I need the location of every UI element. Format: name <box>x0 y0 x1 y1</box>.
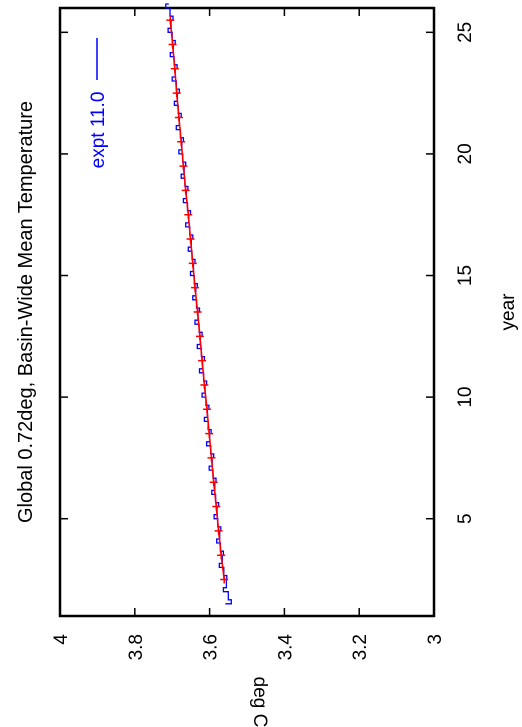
series-point-annual <box>202 405 211 414</box>
x-tick-label: 20 <box>455 143 476 164</box>
x-tick-label: 10 <box>455 387 476 408</box>
y-tick-label: 3 <box>425 634 446 645</box>
x-tick-group: 10 <box>455 387 476 408</box>
ylabel-group: deg C <box>249 677 270 727</box>
series-point-annual <box>191 283 200 292</box>
y-tick-group: 4 <box>51 634 72 645</box>
title-group: Global 0.72deg, Basin-Wide Mean Temperat… <box>15 101 37 523</box>
series-point-annual <box>186 235 195 244</box>
x-tick-label: 25 <box>455 22 476 43</box>
series-layer <box>165 3 232 605</box>
axis-ticks: 5 10 15 20 25 3 3.2 3.4 3.6 3.8 4 <box>51 8 476 660</box>
y-tick-group: 3.4 <box>275 634 296 661</box>
plot-frame <box>58 6 436 618</box>
series-point-annual <box>198 356 207 365</box>
x-tick-group: 20 <box>455 143 476 164</box>
series-point-annual <box>177 137 186 146</box>
series-line-monthly <box>165 3 232 605</box>
x-tick-group: 25 <box>455 22 476 43</box>
series-point-annual <box>205 429 214 438</box>
y-tick-label: 4 <box>51 634 72 645</box>
x-tick-group: 5 <box>455 513 476 524</box>
series-point-annual <box>184 210 193 219</box>
series-line-annual <box>169 20 225 580</box>
series-point-annual <box>179 162 188 171</box>
series-point-annual <box>166 16 175 25</box>
y-tick-label: 3.2 <box>350 634 371 660</box>
x-tick-label: 15 <box>455 265 476 286</box>
series-point-annual <box>209 478 218 487</box>
series-point-annual <box>212 502 221 511</box>
series-point-annual <box>174 113 183 122</box>
y-tick-label: 3.6 <box>201 634 222 660</box>
y-tick-group: 3.2 <box>350 634 371 660</box>
series-point-annual <box>172 89 181 98</box>
x-tick-label: 5 <box>455 513 476 524</box>
xlabel-group: year <box>498 293 519 331</box>
series-point-annual <box>220 575 229 584</box>
series-point-annual <box>214 526 223 535</box>
legend-label: expt 11.0 <box>88 92 109 169</box>
x-axis-label: year <box>498 293 519 331</box>
y-tick-group: 3 <box>425 634 446 645</box>
series-point-annual <box>207 453 216 462</box>
y-tick-label: 3.8 <box>126 634 147 660</box>
series-point-annual <box>168 40 177 49</box>
series-point-annual <box>217 551 226 560</box>
series-point-annual <box>188 259 197 268</box>
series-point-annual <box>181 186 190 195</box>
series-point-annual <box>193 308 202 316</box>
y-tick-label: 3.4 <box>275 634 296 661</box>
series-point-annual <box>170 64 179 73</box>
series-point-annual <box>195 332 204 341</box>
x-tick-group: 15 <box>455 265 476 286</box>
chart-title: Global 0.72deg, Basin-Wide Mean Temperat… <box>15 101 37 523</box>
y-tick-group: 3.6 <box>201 634 222 660</box>
y-tick-group: 3.8 <box>126 634 147 660</box>
series-point-annual <box>200 380 209 389</box>
y-axis-label: deg C <box>249 677 270 727</box>
legend: expt 11.0 <box>88 38 109 168</box>
